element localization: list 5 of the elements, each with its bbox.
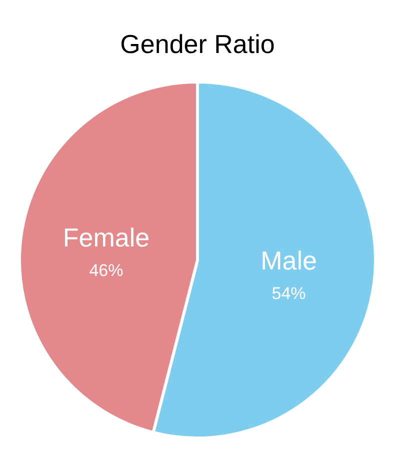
chart-title: Gender Ratio (120, 29, 275, 59)
data-label: 46% (89, 260, 124, 280)
data-label: 54% (272, 284, 306, 304)
slice-label: Female (62, 222, 150, 252)
slice-label: Male (260, 246, 317, 276)
